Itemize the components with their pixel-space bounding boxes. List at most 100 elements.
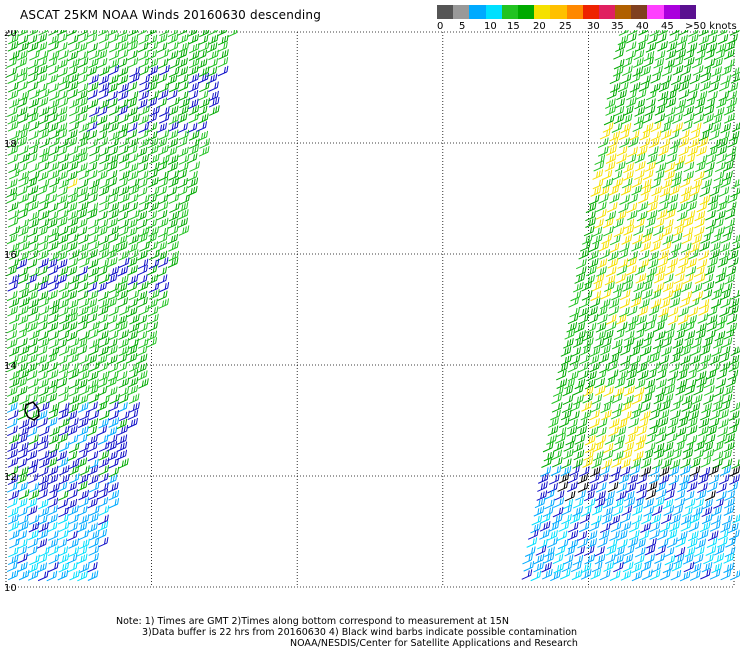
wind-barb <box>78 297 90 309</box>
wind-barb <box>117 74 129 86</box>
wind-barb <box>642 449 654 461</box>
wind-barb <box>710 122 722 133</box>
wind-barb <box>87 384 99 396</box>
wind-barb <box>79 130 90 141</box>
wind-barb <box>686 425 698 436</box>
wind-barb <box>682 442 694 453</box>
wind-barb <box>38 234 49 246</box>
colorbar-swatch <box>631 5 648 19</box>
wind-barb <box>177 81 189 92</box>
wind-barb <box>178 154 190 165</box>
wind-barb <box>48 233 60 244</box>
wind-barb <box>716 482 727 494</box>
wind-barb <box>641 281 653 292</box>
wind-barb <box>627 146 638 158</box>
wind-barb <box>723 105 735 116</box>
wind-barb <box>670 177 682 188</box>
wind-barb <box>705 329 716 341</box>
wind-barb <box>618 202 629 214</box>
wind-barb <box>97 434 109 445</box>
wind-barb <box>675 265 686 277</box>
wind-barb <box>522 553 533 565</box>
wind-barb <box>616 89 627 101</box>
wind-barb <box>599 249 610 260</box>
wind-barb <box>669 521 680 532</box>
wind-barb <box>77 473 89 485</box>
wind-barb <box>695 370 707 382</box>
wind-barb <box>96 114 108 126</box>
wind-barb <box>638 530 650 541</box>
wind-barb <box>591 226 603 238</box>
wind-barb <box>17 305 29 317</box>
wind-barb <box>38 218 50 229</box>
wind-barb <box>19 241 30 252</box>
wind-barb <box>36 64 48 76</box>
wind-barb <box>708 465 720 476</box>
wind-barb <box>589 297 601 309</box>
wind-barb <box>622 561 634 573</box>
wind-barb <box>673 553 685 565</box>
wind-barb <box>631 562 642 574</box>
wind-barb <box>699 345 711 356</box>
wind-barb <box>605 98 616 109</box>
wind-barb <box>691 234 703 245</box>
wind-barb <box>36 553 48 565</box>
wind-barb <box>8 521 19 532</box>
wind-barb <box>136 218 148 230</box>
wind-barb <box>97 330 109 341</box>
wind-barb <box>708 474 720 485</box>
wind-barb <box>118 185 130 197</box>
wind-barb <box>67 489 78 500</box>
wind-barb <box>147 41 159 52</box>
wind-barb <box>28 130 39 141</box>
wind-barb <box>657 201 669 212</box>
wind-barb <box>699 466 711 478</box>
wind-barb <box>27 185 39 196</box>
wind-barb <box>699 241 710 252</box>
wind-barb <box>571 569 583 581</box>
wind-barb <box>607 257 619 269</box>
wind-barb <box>693 266 705 278</box>
wind-barb <box>116 441 128 453</box>
wind-barb <box>602 442 614 454</box>
wind-barb <box>68 458 80 470</box>
wind-barb <box>662 281 674 293</box>
wind-barb <box>624 497 636 508</box>
wind-barb <box>633 281 645 293</box>
wind-barb <box>97 520 109 532</box>
wind-barb <box>116 370 128 382</box>
wind-barb <box>17 34 29 46</box>
wind-barb <box>647 425 658 437</box>
wind-barb <box>599 362 610 374</box>
wind-barb <box>98 33 110 44</box>
wind-barb <box>9 377 20 388</box>
wind-barb <box>678 137 690 148</box>
wind-barb <box>602 497 614 509</box>
wind-barb <box>146 330 158 342</box>
wind-barb <box>99 153 110 165</box>
wind-barb <box>644 105 656 116</box>
wind-barb <box>87 305 99 316</box>
wind-barb <box>78 370 90 381</box>
wind-barb <box>129 72 140 84</box>
wind-barb <box>67 434 79 446</box>
wind-barb <box>574 546 585 557</box>
wind-barb <box>548 474 560 485</box>
wind-barb <box>57 498 69 510</box>
wind-barb <box>705 490 716 501</box>
wind-barb <box>632 233 643 245</box>
wind-barb <box>640 466 652 477</box>
wind-barb <box>600 288 612 300</box>
wind-barb <box>717 137 729 149</box>
wind-barb <box>66 330 78 342</box>
wind-barb <box>28 65 39 77</box>
wind-barb <box>650 513 662 525</box>
wind-barb <box>605 105 617 116</box>
wind-barb <box>167 154 179 165</box>
wind-barb <box>36 354 48 365</box>
wind-barb <box>68 58 80 69</box>
wind-barb <box>178 105 189 116</box>
colorbar-swatch <box>615 5 632 19</box>
wind-barb <box>709 186 720 197</box>
wind-barb <box>37 498 49 510</box>
